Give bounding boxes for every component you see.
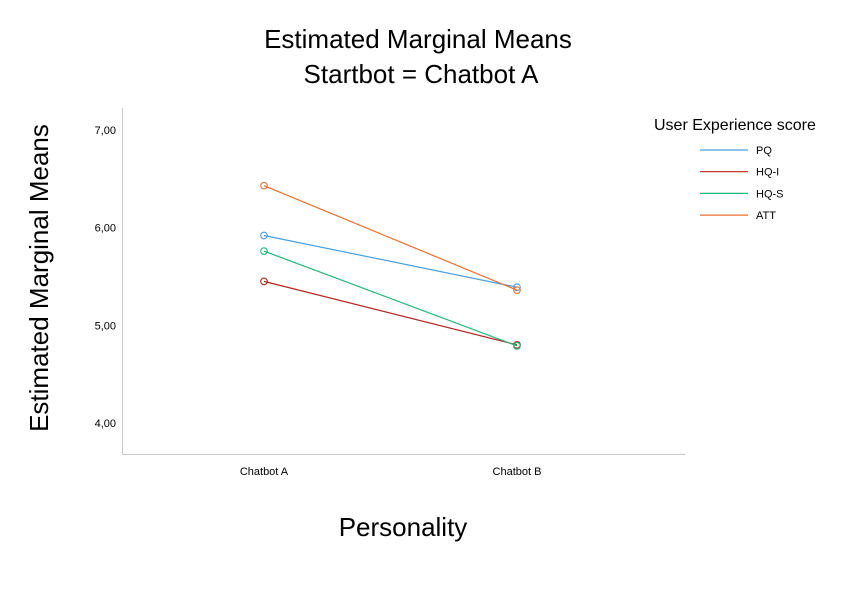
series-line (263, 234, 518, 288)
legend-label: HQ-S (756, 188, 784, 200)
x-tick-label: Chatbot A (240, 466, 289, 478)
legend-item: HQ-I (700, 167, 779, 179)
y-tick-label: 7,00 (95, 125, 116, 137)
series-line (263, 280, 518, 346)
legend-item: PQ (700, 145, 772, 157)
legend-label: ATT (756, 210, 776, 222)
series-line (263, 250, 518, 347)
data-point (260, 231, 268, 240)
legend-item: ATT (700, 210, 776, 222)
series-pq (260, 231, 521, 292)
data-point (513, 341, 521, 350)
x-axis-title: Personality (339, 512, 468, 542)
series-layer (260, 181, 521, 350)
chart-subtitle: Startbot = Chatbot A (304, 59, 540, 89)
y-tick-label: 5,00 (95, 320, 116, 332)
series-line (263, 185, 518, 291)
legend-items: PQ HQ-I HQ-S ATT (700, 145, 784, 222)
series-hq-s (260, 247, 521, 350)
y-axis-title: Estimated Marginal Means (24, 124, 54, 432)
y-tick-labels: 4,00 5,00 6,00 7,00 (95, 125, 116, 430)
series-att (260, 181, 521, 295)
y-tick-label: 4,00 (95, 418, 116, 430)
chart-title: Estimated Marginal Means (264, 24, 572, 54)
legend-title: User Experience score (654, 117, 816, 134)
data-point (513, 283, 521, 292)
legend-label: HQ-I (756, 167, 779, 179)
y-tick-label: 6,00 (95, 223, 116, 235)
data-point (260, 277, 268, 286)
plot-area (122, 108, 685, 455)
data-point (513, 286, 521, 295)
data-point (260, 247, 268, 255)
x-tick-label: Chatbot B (493, 466, 542, 478)
series-hq-i (260, 277, 521, 349)
legend-item: HQ-S (700, 188, 784, 200)
legend: User Experience score PQ HQ-I HQ-S ATT (654, 117, 816, 222)
legend-label: PQ (756, 145, 772, 157)
x-tick-labels: Chatbot A Chatbot B (240, 466, 542, 478)
data-point (260, 181, 268, 190)
